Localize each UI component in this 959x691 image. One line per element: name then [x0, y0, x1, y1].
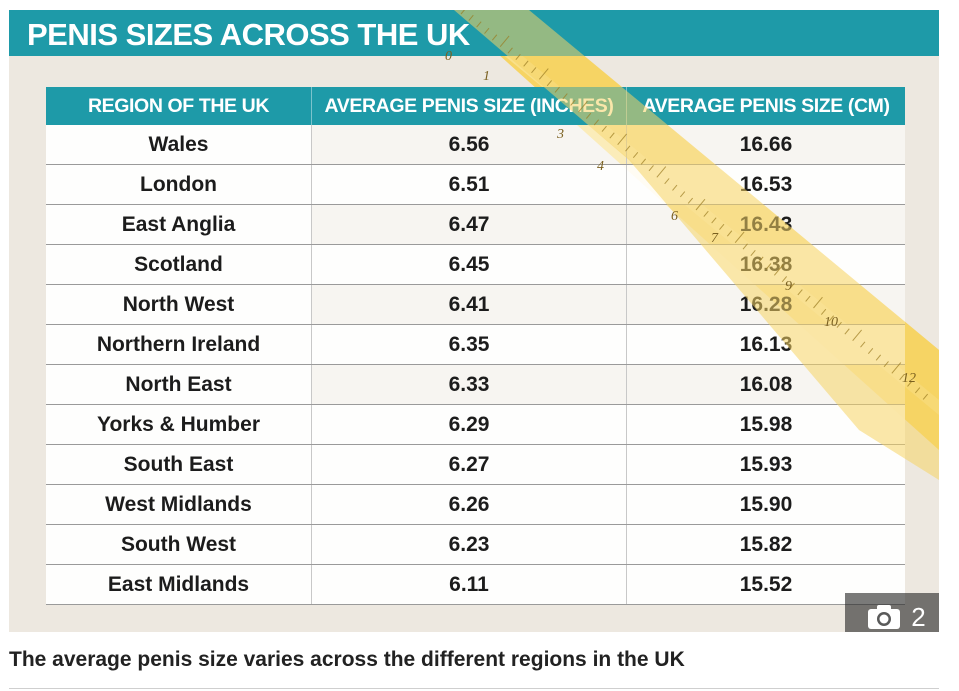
inches-cell: 6.47 [311, 204, 627, 245]
inches-cell: 6.35 [311, 324, 627, 365]
inches-cell: 6.29 [311, 404, 627, 445]
table-row: South East 6.27 15.93 [46, 444, 905, 485]
table-row: Northern Ireland 6.35 16.13 [46, 324, 905, 365]
table-row: East Anglia 6.47 16.43 [46, 204, 905, 245]
table-row: Scotland 6.45 16.38 [46, 244, 905, 285]
cm-cell: 15.82 [626, 524, 905, 565]
caption-divider [9, 688, 939, 689]
cm-cell: 16.28 [626, 284, 905, 325]
infographic-image[interactable]: PENIS SIZES ACROSS THE UK 0 1 3 4 6 7 9 10 12 RE… [9, 10, 939, 632]
inches-cell: 6.11 [311, 564, 627, 605]
penis-size-table: REGION OF THE UK AVERAGE PENIS SIZE (INC… [46, 87, 905, 605]
region-cell: Wales [46, 125, 312, 165]
ruler-number: 1 [483, 69, 490, 84]
inches-cell: 6.41 [311, 284, 627, 325]
cm-cell: 16.08 [626, 364, 905, 405]
page-title: PENIS SIZES ACROSS THE UK [27, 17, 470, 52]
camera-icon [868, 605, 901, 629]
cm-cell: 15.98 [626, 404, 905, 445]
cm-cell: 15.90 [626, 484, 905, 525]
cm-cell: 16.53 [626, 164, 905, 205]
table-row: London 6.51 16.53 [46, 164, 905, 205]
inches-cell: 6.45 [311, 244, 627, 285]
region-cell: Northern Ireland [46, 324, 312, 365]
region-column-header: REGION OF THE UK [46, 87, 312, 125]
table-header-row: REGION OF THE UK AVERAGE PENIS SIZE (INC… [46, 87, 905, 125]
inches-cell: 6.27 [311, 444, 627, 485]
region-cell: North East [46, 364, 312, 405]
table-row: North East 6.33 16.08 [46, 364, 905, 405]
gallery-count-button[interactable]: 2 [845, 593, 939, 632]
inches-cell: 6.33 [311, 364, 627, 405]
inches-cell: 6.23 [311, 524, 627, 565]
table-row: North West 6.41 16.28 [46, 284, 905, 325]
table-row: East Midlands 6.11 15.52 [46, 564, 905, 605]
table-row: Wales 6.56 16.66 [46, 125, 905, 165]
region-cell: London [46, 164, 312, 205]
inches-cell: 6.26 [311, 484, 627, 525]
table-row: Yorks & Humber 6.29 15.98 [46, 404, 905, 445]
region-cell: North West [46, 284, 312, 325]
cm-cell: 16.66 [626, 125, 905, 165]
region-cell: South East [46, 444, 312, 485]
region-cell: Scotland [46, 244, 312, 285]
inches-cell: 6.51 [311, 164, 627, 205]
image-caption: The average penis size varies across the… [9, 648, 685, 671]
cm-cell: 16.43 [626, 204, 905, 245]
region-cell: East Midlands [46, 564, 312, 605]
table-row: South West 6.23 15.82 [46, 524, 905, 565]
cm-cell: 16.38 [626, 244, 905, 285]
inches-column-header: AVERAGE PENIS SIZE (INCHES) [311, 87, 627, 125]
inches-cell: 6.56 [311, 125, 627, 165]
region-cell: Yorks & Humber [46, 404, 312, 445]
cm-column-header: AVERAGE PENIS SIZE (CM) [626, 87, 905, 125]
region-cell: West Midlands [46, 484, 312, 525]
table-row: West Midlands 6.26 15.90 [46, 484, 905, 525]
region-cell: South West [46, 524, 312, 565]
region-cell: East Anglia [46, 204, 312, 245]
gallery-count: 2 [911, 601, 926, 632]
cm-cell: 15.93 [626, 444, 905, 485]
cm-cell: 16.13 [626, 324, 905, 365]
